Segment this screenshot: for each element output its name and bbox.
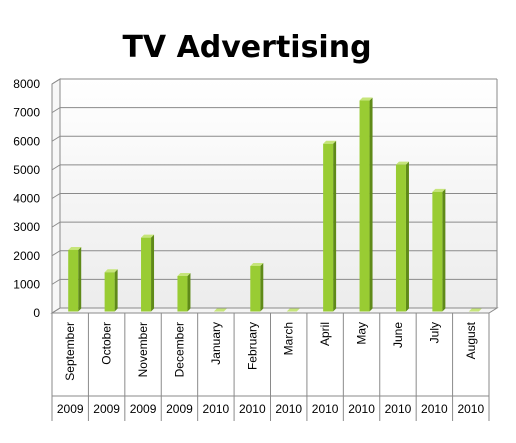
bar-top <box>432 188 446 192</box>
bar <box>323 140 337 312</box>
bar-side <box>114 269 118 312</box>
gridline-side <box>51 164 61 171</box>
year-label: 2009 <box>57 402 84 416</box>
y-tick-label: 6000 <box>13 134 40 148</box>
gridline-side <box>51 78 61 85</box>
bar-top <box>68 246 82 250</box>
bar-front <box>432 191 443 312</box>
y-tick-label: 7000 <box>13 106 40 120</box>
y-tick-label: 8000 <box>13 77 40 91</box>
year-label: 2010 <box>348 402 375 416</box>
bar-top <box>323 140 337 144</box>
x-tick-label: May <box>355 322 369 345</box>
bar <box>141 234 155 312</box>
x-tick-label: June <box>391 322 405 348</box>
year-label: 2009 <box>93 402 120 416</box>
bar-top <box>104 269 118 273</box>
y-tick-label: 4000 <box>13 192 40 206</box>
y-tick-label: 1000 <box>13 277 40 291</box>
year-label: 2010 <box>312 402 339 416</box>
bar-top <box>250 262 264 266</box>
bar-side <box>333 140 337 312</box>
gridline-side <box>51 107 61 114</box>
bar-front <box>104 272 115 312</box>
gridline-side <box>51 250 61 257</box>
x-tick-label: February <box>245 322 259 370</box>
floor <box>50 307 499 314</box>
bar <box>177 273 191 312</box>
bar-side <box>405 161 409 312</box>
bar-front <box>141 237 152 312</box>
year-label: 2010 <box>203 402 230 416</box>
x-tick-label: July <box>427 322 441 343</box>
y-tick-label: 5000 <box>13 163 40 177</box>
bar-front <box>68 249 79 312</box>
bar <box>68 246 82 312</box>
bar-side <box>260 262 264 312</box>
bar-top <box>359 97 373 101</box>
bar <box>359 97 373 312</box>
x-tick-label: August <box>464 321 478 359</box>
bar-top <box>286 308 300 312</box>
bar-side <box>442 188 446 312</box>
chart-title: TV Advertising <box>122 30 371 65</box>
bar-side <box>369 97 373 312</box>
x-tick-label: January <box>209 322 223 365</box>
year-label: 2010 <box>239 402 266 416</box>
bar-top <box>141 234 155 238</box>
year-label: 2010 <box>385 402 412 416</box>
gridline-side <box>51 135 61 142</box>
y-tick-label: 3000 <box>13 220 40 234</box>
bar-front <box>395 164 406 312</box>
year-label: 2010 <box>457 402 484 416</box>
category-table: September 2009 October 2009 November 2009 Dece… <box>51 313 490 421</box>
bar-top <box>395 161 409 165</box>
x-tick-label: March <box>282 322 296 355</box>
bar <box>286 308 300 312</box>
bar-side <box>151 234 155 312</box>
year-label: 2010 <box>421 402 448 416</box>
bar <box>468 308 482 312</box>
bar <box>213 308 227 312</box>
plot-area: 0 1000 2000 3000 4000 5000 6000 7000 8000 <box>13 77 499 320</box>
x-tick-label: November <box>136 322 150 377</box>
y-tick-label: 2000 <box>13 249 40 263</box>
year-label: 2009 <box>130 402 157 416</box>
gridline-side <box>51 221 61 228</box>
bar-front <box>323 143 334 312</box>
gridline-side <box>51 278 61 285</box>
bar-front <box>359 100 370 312</box>
x-tick-label: October <box>100 322 114 365</box>
bar-side <box>78 246 82 312</box>
bar-side <box>187 273 191 312</box>
x-tick-label: September <box>63 322 77 381</box>
bar-front <box>250 265 261 312</box>
x-tick-label: April <box>318 322 332 346</box>
y-tick-label: 0 <box>33 306 40 320</box>
bar <box>395 161 409 312</box>
gridline-side <box>51 193 61 199</box>
gridline-side <box>51 307 61 314</box>
bar-top <box>468 308 482 312</box>
bar <box>432 188 446 312</box>
bar-top <box>177 273 191 277</box>
year-label: 2009 <box>166 402 193 416</box>
x-tick-label: December <box>172 322 186 377</box>
year-label: 2010 <box>275 402 302 416</box>
bar <box>104 269 118 312</box>
bar-front <box>177 276 188 312</box>
bar <box>250 262 264 312</box>
bar-top <box>213 308 227 312</box>
